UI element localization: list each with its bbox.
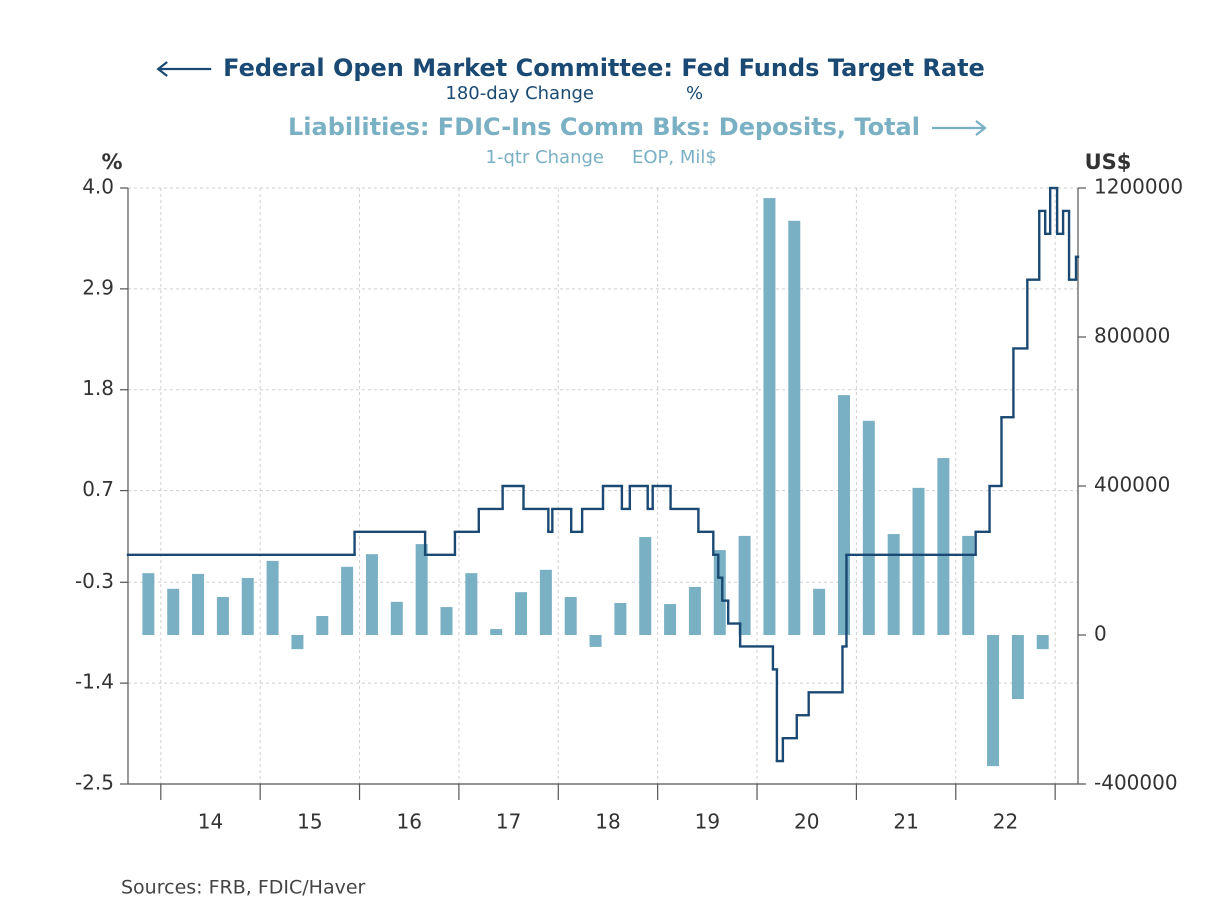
y-tick-label: 4.0 <box>82 175 114 199</box>
y-tick-label: -2.5 <box>75 771 114 795</box>
legend-line-title: Federal Open Market Committee: Fed Funds… <box>223 54 985 82</box>
source: Sources: FRB, FDIC/Haver <box>121 877 366 899</box>
legend-arrow <box>156 61 212 77</box>
x-tick-label: 22 <box>993 810 1018 834</box>
x-tick-label: 18 <box>595 810 620 834</box>
y2-tick-label: 0 <box>1094 622 1107 646</box>
bar <box>788 220 801 635</box>
bar <box>316 616 329 635</box>
x-tick-label: 20 <box>794 810 819 834</box>
bar <box>564 597 577 635</box>
bar <box>813 588 826 635</box>
bar <box>167 588 180 635</box>
bar <box>142 573 155 635</box>
bar <box>937 458 950 635</box>
bar <box>440 607 453 635</box>
x-tick-label: 15 <box>297 810 322 834</box>
bar <box>962 535 975 635</box>
bar <box>490 629 503 635</box>
y2-tick-label: 800000 <box>1094 324 1170 348</box>
legend-line-units: % <box>686 83 703 104</box>
y2-tick-label: 400000 <box>1094 473 1170 497</box>
bar <box>1036 635 1049 650</box>
y-tick-label: -1.4 <box>75 670 114 694</box>
y2-tick-label: -400000 <box>1094 771 1178 795</box>
bar <box>241 578 254 635</box>
bar <box>589 635 602 647</box>
y-tick-label: 2.9 <box>82 275 114 299</box>
y-axis-label: % <box>101 150 122 174</box>
bar <box>688 586 701 635</box>
x-tick-label: 17 <box>496 810 521 834</box>
y-tick-label: 1.8 <box>82 376 114 400</box>
bar <box>837 395 850 635</box>
legend-bar-title: Liabilities: FDIC-Ins Comm Bks: Deposits… <box>288 113 920 141</box>
bar <box>614 602 627 635</box>
x-tick-label: 21 <box>893 810 918 834</box>
bar <box>515 592 528 635</box>
bar <box>887 534 900 635</box>
bar <box>912 487 925 635</box>
bar <box>862 420 875 635</box>
legend-bar-units: EOP, Mil$ <box>632 147 717 168</box>
bar <box>738 535 751 635</box>
y2-tick-label: 1200000 <box>1094 175 1183 199</box>
legend-line-subtitle: 180-day Change <box>445 83 594 104</box>
bar <box>365 554 378 635</box>
legend-arrow <box>931 120 987 136</box>
bar <box>291 635 304 650</box>
bar <box>713 550 726 635</box>
bar <box>664 604 677 635</box>
x-tick-label: 19 <box>695 810 720 834</box>
x-tick-label: 14 <box>198 810 223 834</box>
bar <box>341 566 354 635</box>
bar <box>216 597 229 635</box>
bar <box>987 635 1000 767</box>
bar <box>465 573 478 635</box>
bar <box>1011 635 1024 700</box>
y-tick-label: 0.7 <box>82 477 114 501</box>
y-tick-label: -0.3 <box>75 569 114 593</box>
bar <box>192 573 205 635</box>
x-tick-label: 16 <box>396 810 421 834</box>
bar <box>763 198 776 635</box>
y2-axis-label: US$ <box>1085 150 1132 174</box>
bar <box>539 569 552 635</box>
bar <box>415 544 428 635</box>
bar <box>266 560 279 635</box>
legend-bar-subtitle: 1-qtr Change <box>486 147 604 168</box>
bar <box>639 537 652 635</box>
bar <box>390 601 403 635</box>
